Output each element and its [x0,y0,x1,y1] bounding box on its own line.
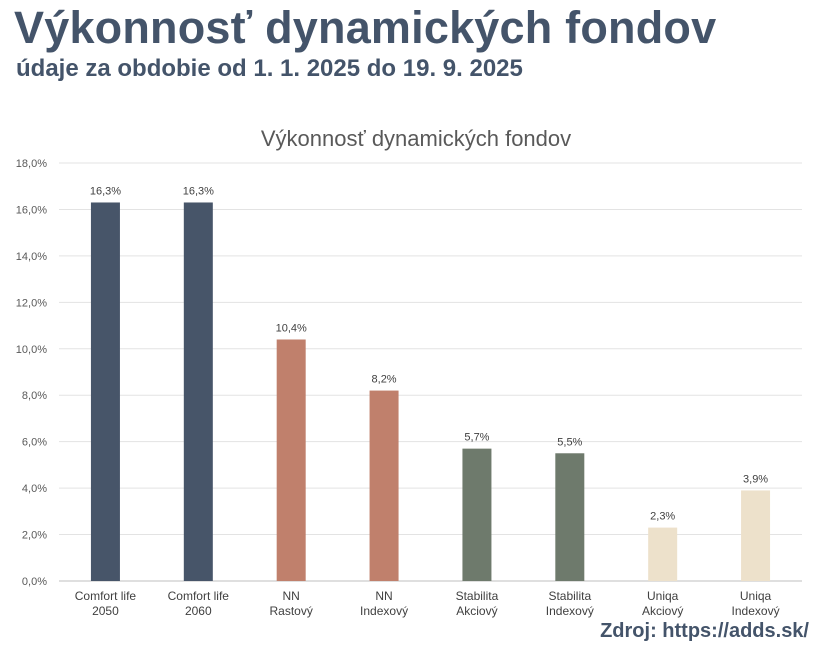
y-tick-label: 14,0% [16,251,47,263]
gridlines [59,162,802,582]
x-category-label: Akciový [642,604,683,618]
data-label: 16,3% [90,185,121,197]
data-labels: 16,3% 16,3% 10,4% 8,2% 5,7% 5,5% 2,3% 3,9% [90,185,768,522]
x-category-label: Stabilita [456,589,499,603]
x-category-label: 2050 [92,604,119,618]
y-tick-label: 16,0% [16,204,47,216]
bar [741,490,771,581]
x-category-label: Indexový [732,604,780,618]
x-category-label: 2060 [185,604,212,618]
x-category-label: Rastový [270,604,313,618]
y-tick-label: 6,0% [22,437,47,449]
x-category-label: NN [283,589,300,603]
chart-title: Výkonnosť dynamických fondov [261,126,571,151]
y-tick-label: 12,0% [16,297,47,309]
x-category-label: NN [375,589,392,603]
data-label: 8,2% [372,374,397,386]
x-category-label: Uniqa [647,589,679,603]
data-label: 10,4% [276,322,307,334]
x-category-label: Akciový [456,604,497,618]
bars [90,202,771,581]
x-category-label: Comfort life [168,589,230,603]
data-label: 5,7% [464,432,489,444]
y-axis-ticks: 0,0% 2,0% 4,0% 6,0% 8,0% 10,0% 12,0% 14,0% 16,0%… [16,158,47,588]
bar [555,453,585,581]
y-tick-label: 2,0% [22,530,47,542]
data-label: 3,9% [743,473,768,485]
y-tick-label: 8,0% [22,390,47,402]
y-tick-label: 4,0% [22,483,47,495]
bar [462,448,492,581]
bar [369,390,399,581]
y-tick-label: 0,0% [22,576,47,588]
data-label: 5,5% [557,436,582,448]
x-category-label: Indexový [546,604,594,618]
bar [648,527,678,581]
data-label: 16,3% [183,185,214,197]
bar [276,339,306,581]
x-category-label: Indexový [360,604,408,618]
page-title: Výkonnosť dynamických fondov [14,2,717,53]
x-category-label: Comfort life [75,589,137,603]
data-label: 2,3% [650,511,675,523]
page-subtitle: údaje za obdobie od 1. 1. 2025 do 19. 9.… [16,55,523,82]
x-category-label: Stabilita [548,589,591,603]
bar [90,202,120,581]
y-tick-label: 10,0% [16,344,47,356]
bar [183,202,213,581]
source-note: Zdroj: https://adds.sk/ [600,620,809,642]
y-tick-label: 18,0% [16,158,47,170]
x-category-label: Uniqa [740,589,772,603]
